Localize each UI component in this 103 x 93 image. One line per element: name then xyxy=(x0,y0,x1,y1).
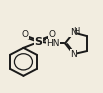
Text: O: O xyxy=(22,30,29,39)
Text: O: O xyxy=(48,30,55,39)
Text: N: N xyxy=(70,28,76,37)
Text: S: S xyxy=(35,37,42,47)
Text: N: N xyxy=(70,50,77,59)
Text: H: H xyxy=(73,27,80,36)
Text: HN: HN xyxy=(46,39,60,48)
